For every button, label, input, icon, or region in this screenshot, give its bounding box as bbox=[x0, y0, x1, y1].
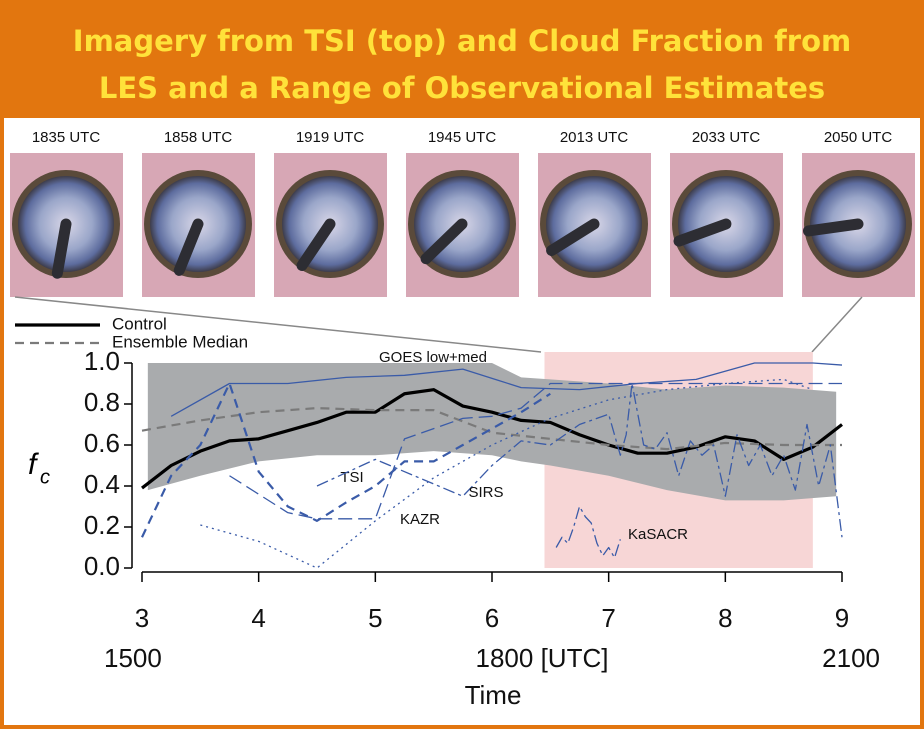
series-line bbox=[141, 382, 551, 538]
shadow-band bbox=[802, 218, 864, 237]
zoom-line bbox=[811, 296, 863, 353]
shadow-band bbox=[51, 218, 72, 279]
photo-label: 1835 UTC bbox=[32, 129, 101, 146]
y-tick-label: 0.8 bbox=[84, 387, 120, 417]
legend-label: Control bbox=[112, 314, 167, 333]
series-annotation: KaSACR bbox=[628, 526, 688, 543]
ensemble-range bbox=[147, 363, 837, 501]
y-tick-label: 0.0 bbox=[84, 551, 120, 581]
series-annotation: SIRS bbox=[468, 484, 503, 501]
series-line bbox=[141, 407, 842, 451]
x-tick-label-utc: 1500 bbox=[104, 643, 162, 673]
y-tick-label: 1.0 bbox=[84, 346, 120, 376]
photo-label: 2033 UTC bbox=[692, 129, 761, 146]
shadow-band bbox=[420, 218, 468, 265]
photo-label: 2013 UTC bbox=[560, 129, 629, 146]
zoom-line bbox=[14, 296, 542, 353]
photo-label: 1858 UTC bbox=[164, 129, 233, 146]
header-band bbox=[0, 0, 924, 118]
photo-label: 2050 UTC bbox=[824, 129, 893, 146]
shadow-band bbox=[296, 218, 336, 271]
y-axis-label-sub: c bbox=[40, 466, 50, 488]
x-tick-label: 4 bbox=[251, 603, 265, 633]
x-tick-label: 7 bbox=[601, 603, 615, 633]
title-line: Imagery from TSI (top) and Cloud Fractio… bbox=[73, 24, 851, 58]
series-line bbox=[141, 388, 843, 490]
series-annotation: TSI bbox=[340, 469, 363, 486]
y-tick-label: 0.2 bbox=[84, 510, 120, 540]
legend-label: Ensemble Median bbox=[112, 332, 248, 351]
photo-label: 1945 UTC bbox=[428, 129, 497, 146]
x-tick-label: 8 bbox=[718, 603, 732, 633]
series-annotation: KAZR bbox=[400, 511, 440, 528]
series-line bbox=[555, 505, 621, 559]
y-tick-label: 0.4 bbox=[84, 469, 120, 499]
y-tick-label: 0.6 bbox=[84, 428, 120, 458]
shadow-band bbox=[546, 218, 600, 256]
series-line bbox=[170, 362, 843, 417]
series-line bbox=[316, 382, 843, 538]
shadow-band bbox=[673, 218, 732, 247]
x-tick-label-utc: 2100 bbox=[822, 643, 880, 673]
series-line bbox=[200, 378, 814, 569]
x-tick-label: 9 bbox=[835, 603, 849, 633]
photo-label: 1919 UTC bbox=[296, 129, 365, 146]
x-tick-label: 6 bbox=[485, 603, 499, 633]
x-tick-label-utc: 1800 [UTC] bbox=[476, 643, 609, 673]
y-axis-label: f bbox=[28, 448, 39, 481]
chart: 0.0 0.2 0.4 0.6 0.8 1.0 3 4 5 6 7 8 9 1500 1800 [UTC] 2… bbox=[15, 314, 880, 710]
series-annotation: GOES low+med bbox=[379, 349, 487, 366]
series-line bbox=[229, 382, 842, 520]
photo-strip: 1835 UTC 1858 UTC 1919 UTC 1945 UTC 2013 UTC… bbox=[10, 129, 915, 297]
shadow-band bbox=[173, 218, 204, 276]
title-line: LES and a Range of Observational Estimat… bbox=[99, 71, 825, 105]
x-axis-label: Time bbox=[465, 680, 522, 710]
x-tick-label: 5 bbox=[368, 603, 382, 633]
x-tick-label: 3 bbox=[135, 603, 149, 633]
